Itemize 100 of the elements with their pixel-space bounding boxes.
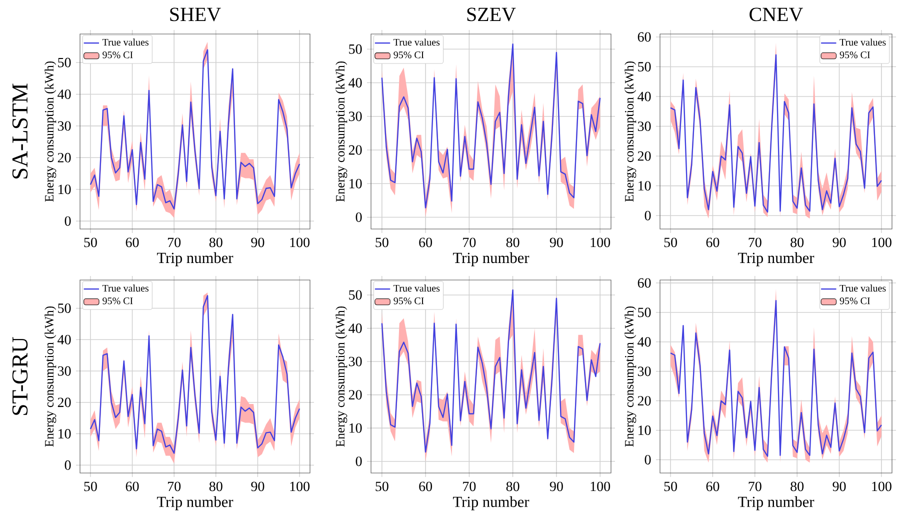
legend-label: True values [840,38,886,46]
legend-label: True values [102,38,148,46]
chart-title: SHEV [170,8,221,22]
x-tick-label: 60 [126,238,139,248]
y-axis-title: Energy consumption (kWh) [336,306,348,447]
legend-label: True values [840,284,886,292]
x-tick-label: 80 [506,238,520,248]
y-tick-label: 50 [349,290,362,300]
y-tick-label: 20 [348,145,362,155]
x-tick-label: 90 [550,482,563,492]
x-axis-title: Trip number [157,252,234,266]
y-tick-label: 0 [64,460,71,470]
x-tick-label: 50 [376,482,388,492]
x-tick-label: 60 [706,482,720,492]
x-tick-label: 80 [209,482,222,492]
x-tick-label: 100 [590,238,610,248]
y-tick-label: 10 [350,423,362,433]
y-tick-label: 30 [348,112,362,122]
x-axis-title: Trip number [453,496,530,510]
x-tick-label: 100 [290,238,310,248]
y-axis-title: Energy consumption (kWh) [624,61,636,202]
y-axis-title: Energy consumption (kWh) [336,61,348,202]
x-tick-label: 80 [506,482,520,492]
x-tick-label: 70 [463,238,476,248]
x-tick-label: 60 [706,238,720,248]
legend-label: 95% CI [102,297,133,304]
x-tick-label: 60 [126,482,139,492]
x-tick-label: 50 [376,238,388,248]
x-tick-label: 60 [419,482,432,492]
y-tick-label: 50 [58,58,71,68]
x-axis-title: Trip number [453,252,530,266]
y-tick-label: 40 [58,90,71,99]
x-tick-label: 90 [832,238,846,248]
y-tick-label: 30 [58,366,71,376]
y-tick-label: 20 [348,390,362,400]
legend-label: True values [394,38,440,46]
legend-label: True values [394,284,440,292]
x-tick-label: 70 [748,482,762,492]
y-tick-label: 60 [638,278,651,288]
y-tick-label: 0 [64,216,71,226]
y-tick-label: 50 [638,308,651,318]
x-tick-label: 100 [872,482,892,492]
x-tick-label: 70 [748,238,762,248]
y-tick-label: 0 [644,455,651,464]
y-axis-title: Energy consumption (kWh) [44,61,56,202]
legend-label: 95% CI [102,52,133,58]
y-tick-label: 50 [349,44,362,54]
y-tick-label: 10 [638,426,651,435]
y-tick-label: 30 [58,121,71,131]
x-tick-label: 60 [419,238,432,248]
y-tick-label: 40 [638,337,651,347]
y-tick-label: 10 [638,181,651,191]
x-tick-label: 70 [168,482,181,492]
x-tick-label: 90 [251,238,264,248]
x-tick-label: 90 [550,238,563,248]
x-axis-title: Trip number [157,496,234,510]
y-tick-label: 30 [348,356,362,366]
y-axis-title: Energy consumption (kWh) [44,306,56,447]
x-tick-label: 100 [590,482,610,492]
text: SA-LSTM [12,84,28,178]
y-axis-title: Energy consumption (kWh) [624,306,636,447]
legend-label: 95% CI [394,298,424,304]
x-tick-label: 100 [290,482,310,492]
y-tick-label: 50 [58,304,71,313]
y-tick-label: 0 [644,210,651,220]
legend-label: 95% CI [840,52,870,58]
x-tick-label: 50 [84,482,97,492]
x-tick-label: 90 [251,482,264,492]
x-tick-label: 50 [664,238,678,248]
chart-title: SZEV [467,8,516,22]
legend-label: 95% CI [394,52,424,58]
x-axis-title: Trip number [738,252,814,266]
y-tick-label: 0 [356,456,362,466]
x-tick-label: 100 [872,238,892,248]
y-tick-label: 40 [348,78,362,88]
y-tick-label: 40 [638,92,651,102]
y-tick-label: 10 [58,184,71,194]
y-tick-label: 20 [638,151,651,161]
y-tick-label: 20 [638,396,651,406]
y-tick-label: 20 [58,398,71,408]
y-tick-label: 30 [638,366,651,376]
y-tick-label: 10 [350,178,362,188]
x-tick-label: 80 [209,238,222,248]
chart-title: CNEV [750,8,803,22]
legend-label: True values [102,284,148,292]
x-tick-label: 50 [664,482,678,492]
x-tick-label: 70 [463,482,476,492]
y-tick-label: 20 [58,152,71,162]
y-tick-label: 30 [638,122,651,132]
x-tick-label: 70 [168,238,181,248]
x-tick-label: 80 [790,238,804,248]
y-tick-label: 40 [58,334,71,344]
y-tick-label: 10 [58,429,71,438]
y-tick-label: 50 [638,62,651,72]
x-axis-title: Trip number [738,496,814,510]
x-tick-label: 50 [84,238,97,248]
y-tick-label: 0 [356,212,362,222]
legend-label: 95% CI [840,297,870,304]
y-tick-label: 40 [348,324,362,333]
x-tick-label: 80 [790,482,804,492]
